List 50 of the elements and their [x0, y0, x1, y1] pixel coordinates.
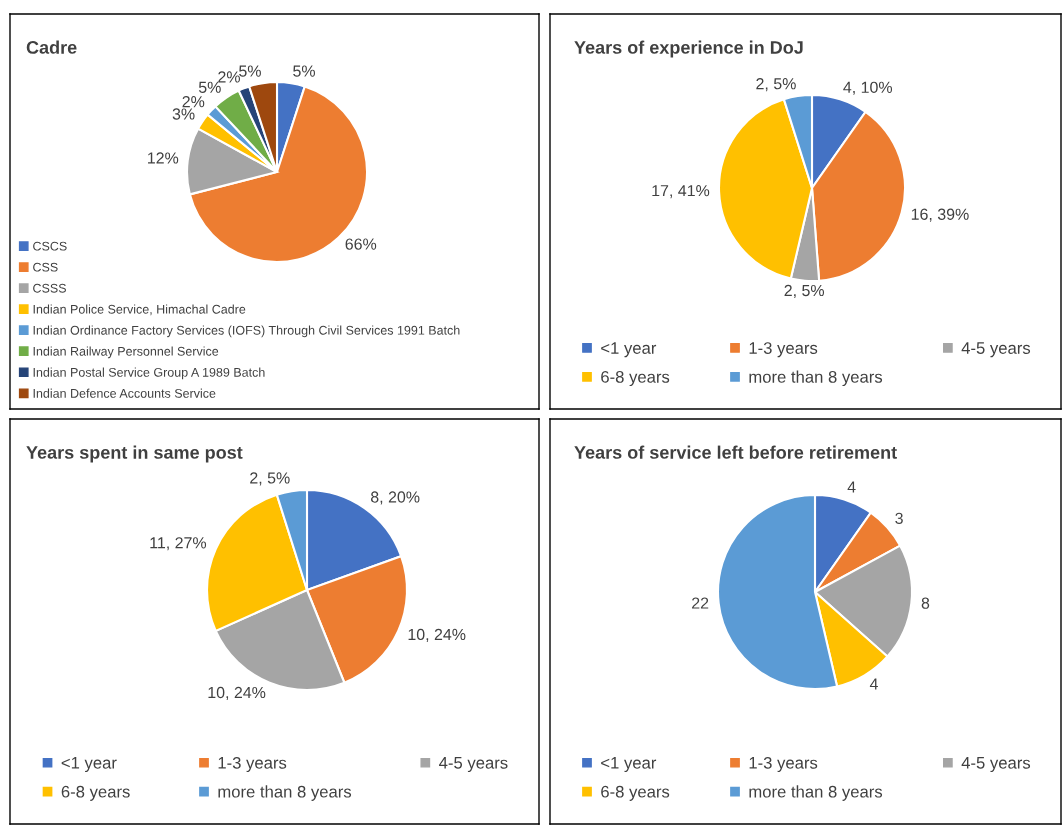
data-label: 4 [869, 678, 878, 690]
data-label: 8 [921, 597, 930, 609]
legend-label: Indian Defence Accounts Service [33, 388, 216, 398]
data-label: 2, 5% [250, 472, 290, 486]
legend-label: CSCS [33, 241, 67, 251]
legend-label: more than 8 years [749, 370, 883, 387]
data-label: 2% [182, 95, 205, 108]
data-label: 5% [293, 65, 315, 77]
legend-label: 1-3 years [749, 342, 818, 358]
legend-label: 6-8 years [61, 785, 130, 801]
legend-label: CSSS [33, 283, 66, 293]
chart-title: Years of service left before retirement [574, 445, 897, 459]
data-label: 2% [218, 71, 240, 83]
chart-title: Years of experience in DoJ [574, 40, 803, 58]
legend-label: 1-3 years [749, 756, 818, 773]
legend-label: more than 8 years [218, 785, 352, 801]
legend-label: 1-3 years [218, 756, 287, 773]
legend-label: 6-8 years [601, 785, 670, 801]
legend-label: more than 8 years [749, 785, 883, 801]
data-label: 8, 20% [370, 491, 420, 505]
legend-label: Indian Railway Personnel Service [33, 346, 219, 359]
data-label: 4, 10% [843, 81, 893, 95]
data-label: 22 [692, 597, 709, 609]
data-label: 16, 39% [911, 208, 969, 222]
data-label: 2, 5% [756, 78, 796, 92]
legend-label: Indian Police Service, Himachal Cadre [33, 304, 246, 316]
legend-label: <1 year [601, 342, 657, 358]
data-label: 10, 24% [408, 628, 466, 642]
data-label: 3 [895, 512, 903, 525]
data-label: 11, 27% [150, 537, 207, 551]
data-label: 4 [847, 481, 856, 493]
legend-label: Indian Postal Service Group A 1989 Batch [33, 367, 265, 380]
legend-label: CSS [33, 262, 58, 272]
chart-title: Cadre [26, 40, 77, 54]
data-label: 10, 24% [208, 686, 266, 701]
legend-label: <1 year [61, 757, 117, 773]
data-label: 17, 41% [652, 185, 710, 199]
legend-label: 4-5 years [961, 342, 1031, 358]
data-label: 5% [239, 65, 261, 77]
legend-label: <1 year [601, 757, 657, 773]
data-label: 3% [172, 108, 195, 120]
legend-label: 6-8 years [601, 371, 670, 387]
legend-label: Indian Ordinance Factory Services (IOFS) Through Civil Services 1991 Batch [33, 325, 460, 338]
data-label: 5% [198, 81, 221, 93]
data-label: 66% [345, 238, 377, 250]
legend-label: 4-5 years [439, 757, 508, 773]
chart-title: Years spent in same post [26, 445, 243, 463]
data-label: 2, 5% [784, 284, 825, 299]
data-label: 12% [148, 152, 179, 164]
legend-label: 4-5 years [961, 757, 1031, 773]
